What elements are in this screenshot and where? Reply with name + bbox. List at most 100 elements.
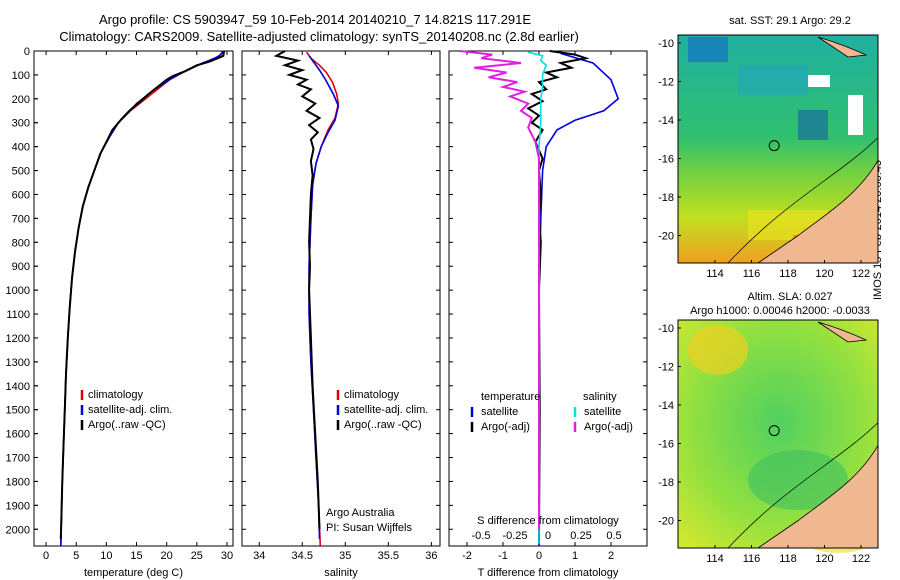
- depth-tick-label: 1000: [6, 285, 30, 297]
- depth-tick-label: 1800: [6, 476, 30, 488]
- legend-label: satellite-adj. clim.: [344, 404, 428, 416]
- map-y-tick-label: -16: [658, 439, 674, 451]
- series-temperature-satellite-adj-clim-: [60, 51, 224, 547]
- map-y-tick-label: -18: [658, 477, 674, 489]
- x-tick-label: 1: [572, 550, 578, 562]
- depth-tick-label: 1700: [6, 453, 30, 465]
- cool-patch: [688, 37, 728, 62]
- legend-label: Argo(-adj): [481, 421, 530, 433]
- depth-tick-label: 1600: [6, 429, 30, 441]
- x-tick-label: 30: [221, 550, 233, 562]
- x-tick-label: 35: [339, 550, 351, 562]
- map-y-tick-label: -10: [658, 323, 674, 335]
- x-axis-label-difference: T difference from climatology: [478, 567, 619, 579]
- map-y-tick-label: -10: [658, 38, 674, 50]
- map-y-tick-label: -12: [658, 77, 674, 89]
- map-x-tick-label: 114: [706, 268, 724, 280]
- legend-label: satellite: [481, 406, 518, 418]
- map-sla-map: [677, 319, 879, 553]
- depth-tick-label: 1300: [6, 357, 30, 369]
- argo-australia-label: Argo Australia: [326, 507, 395, 519]
- legend-label: Argo(..raw -QC): [88, 419, 166, 431]
- depth-tick-label: 300: [12, 118, 30, 130]
- depth-tick-label: 100: [12, 70, 30, 82]
- cloud-patch: [848, 95, 863, 135]
- map-y-tick-label: -18: [658, 192, 674, 204]
- plot-frame-salinity: [241, 50, 441, 547]
- map-frame: [677, 34, 879, 264]
- x-axis-label-temperature: temperature (deg C): [84, 567, 183, 579]
- x-tick-label: -1: [498, 550, 508, 562]
- legend-label: Argo(-adj): [584, 421, 633, 433]
- map-y-tick-label: -20: [658, 231, 674, 243]
- cool-patch: [798, 110, 828, 140]
- x-axis-label-s-difference: S difference from climatology: [477, 515, 619, 527]
- depth-tick-label: 1500: [6, 405, 30, 417]
- depth-contour: [727, 137, 879, 264]
- s-tick-label: 0.5: [606, 530, 621, 542]
- legend-title-temperature: temperature: [481, 391, 540, 403]
- map-y-tick-label: -14: [658, 400, 674, 412]
- depth-tick-label: 1100: [6, 309, 30, 321]
- x-tick-label: 20: [161, 550, 173, 562]
- legend-label: climatology: [344, 389, 400, 401]
- x-tick-label: 2: [608, 550, 614, 562]
- depth-tick-label: 500: [12, 166, 30, 178]
- legend-label: Argo(..raw -QC): [344, 419, 422, 431]
- argo-position-marker: [768, 140, 780, 152]
- x-axis-label-salinity: salinity: [324, 567, 358, 579]
- depth-contour: [727, 422, 879, 549]
- x-tick-label: 25: [191, 550, 203, 562]
- legend-label: satellite: [584, 406, 621, 418]
- s-tick-label: -0.25: [502, 530, 527, 542]
- x-tick-label: 15: [130, 550, 142, 562]
- chart-title-line2: Climatology: CARS2009. Satellite-adjuste…: [59, 29, 579, 44]
- x-tick-label: 0: [536, 550, 542, 562]
- map-y-tick-label: -12: [658, 362, 674, 374]
- map-x-tick-label: 118: [779, 268, 797, 280]
- x-tick-label: 10: [100, 550, 112, 562]
- depth-tick-label: 200: [12, 94, 30, 106]
- cool-patch: [738, 65, 808, 95]
- depth-tick-label: 700: [12, 213, 30, 225]
- chart-title-line1: Argo profile: CS 5903947_59 10-Feb-2014 …: [99, 12, 531, 27]
- depth-tick-label: 400: [12, 142, 30, 154]
- depth-tick-label: 2000: [6, 524, 30, 536]
- map-x-tick-label: 116: [743, 553, 761, 565]
- depth-tick-label: 800: [12, 237, 30, 249]
- island: [817, 36, 868, 58]
- x-tick-label: 0: [43, 550, 49, 562]
- island: [817, 321, 868, 343]
- s-tick-label: 0: [545, 530, 551, 542]
- depth-tick-label: 0: [24, 46, 30, 58]
- sla-map-title-line2: Argo h1000: 0.00046 h2000: -0.0033: [690, 305, 870, 317]
- map-y-tick-label: -14: [658, 115, 674, 127]
- x-tick-label: 36: [425, 550, 437, 562]
- map-x-tick-label: 118: [779, 553, 797, 565]
- map-x-tick-label: 120: [815, 553, 833, 565]
- series-difference-s-argo-adj-: [459, 50, 540, 530]
- series-difference-t-satellite: [538, 52, 620, 546]
- series-salinity-argo-raw-qc-: [273, 50, 322, 530]
- high-sla: [688, 325, 748, 375]
- land: [756, 443, 879, 549]
- map-x-tick-label: 116: [743, 268, 761, 280]
- argo-position-marker: [768, 425, 780, 437]
- x-tick-label: 35.5: [378, 550, 399, 562]
- legend-label: climatology: [88, 389, 144, 401]
- map-x-tick-label: 122: [852, 268, 870, 280]
- depth-tick-label: 1200: [6, 333, 30, 345]
- x-tick-label: -2: [462, 550, 472, 562]
- series-temperature-argo-raw-qc-: [59, 50, 225, 539]
- cloud-patch: [808, 75, 830, 87]
- low-sla: [748, 450, 848, 510]
- map-y-tick-label: -20: [658, 516, 674, 528]
- series-temperature-climatology: [60, 50, 226, 547]
- x-tick-label: 5: [73, 550, 79, 562]
- plot-frame-difference: [448, 50, 648, 547]
- depth-tick-label: 1900: [6, 500, 30, 512]
- sla-map-title-line1: Altim. SLA: 0.027: [747, 291, 833, 303]
- legend-label: satellite-adj. clim.: [88, 404, 172, 416]
- land: [756, 158, 879, 264]
